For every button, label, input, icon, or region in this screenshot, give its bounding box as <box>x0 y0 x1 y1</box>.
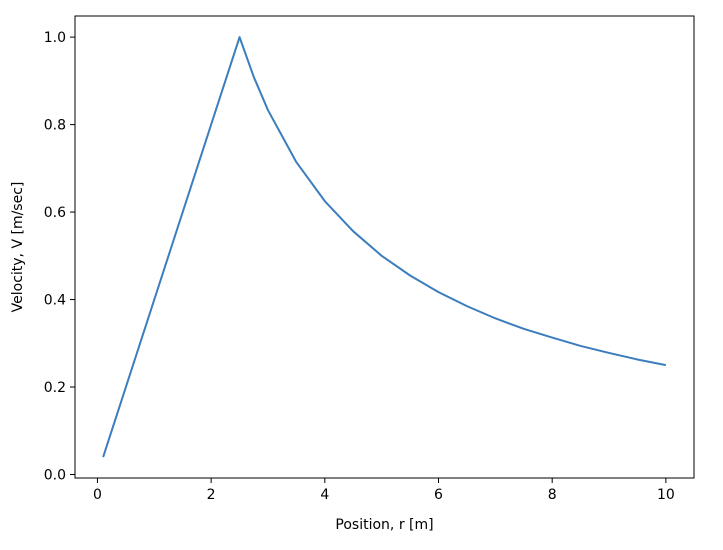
y-tick-label: 0.4 <box>44 293 66 309</box>
y-tick-label: 0.8 <box>44 118 66 134</box>
x-tick-label: 0 <box>93 487 102 503</box>
x-axis-ticks: 0 2 4 6 8 10 <box>93 478 675 503</box>
plot-frame <box>74 15 695 479</box>
x-tick-label: 8 <box>548 487 557 503</box>
y-tick-label: 0.0 <box>44 468 66 484</box>
y-axis-ticks: 0.0 0.2 0.4 0.6 0.8 1.0 <box>44 30 75 484</box>
x-tick-label: 2 <box>207 487 216 503</box>
series-layer <box>102 36 667 458</box>
x-tick-label: 10 <box>657 487 675 503</box>
series-line-0 <box>102 36 667 458</box>
x-axis-label: Position, r [m] <box>335 517 433 533</box>
x-tick-label: 6 <box>434 487 443 503</box>
plot-background <box>75 16 694 478</box>
y-tick-label: 1.0 <box>44 30 66 46</box>
y-tick-label: 0.2 <box>44 380 66 396</box>
y-axis-label: Velocity, V [m/sec] <box>10 182 26 313</box>
x-tick-label: 4 <box>320 487 329 503</box>
y-tick-label: 0.6 <box>44 205 66 221</box>
